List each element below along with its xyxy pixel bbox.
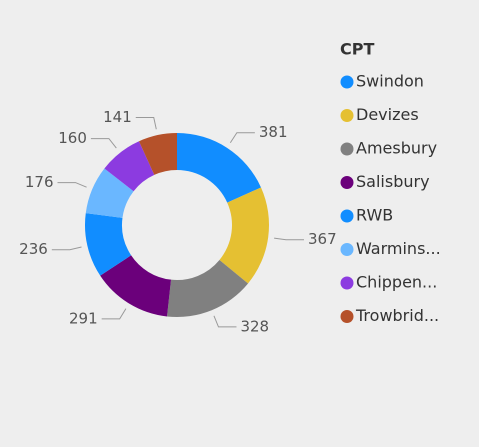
legend-swatch bbox=[340, 243, 354, 256]
leader-line bbox=[135, 116, 157, 130]
leader-line bbox=[57, 182, 87, 188]
data-label: 236 bbox=[19, 240, 48, 258]
legend-label: Swindon bbox=[356, 72, 424, 91]
donut-segment bbox=[100, 255, 172, 317]
donut-segment bbox=[138, 133, 177, 175]
leader-line bbox=[51, 246, 82, 251]
data-label: 160 bbox=[58, 129, 87, 147]
leader-line bbox=[229, 132, 255, 144]
legend-label: Chippen... bbox=[356, 273, 437, 292]
legend-swatch bbox=[340, 276, 354, 290]
legend-swatch bbox=[340, 310, 354, 323]
legend-swatch bbox=[340, 176, 354, 189]
leader-line bbox=[274, 237, 305, 241]
legend-swatch bbox=[340, 209, 354, 223]
data-label: 328 bbox=[240, 317, 269, 335]
leader-line bbox=[90, 138, 117, 149]
legend-swatch bbox=[340, 109, 354, 122]
donut-segment bbox=[85, 213, 132, 276]
leader-line bbox=[213, 315, 237, 328]
legend-swatch bbox=[340, 75, 354, 89]
legend-label: Warmins... bbox=[356, 239, 441, 258]
donut-segment bbox=[104, 141, 155, 192]
data-label: 367 bbox=[308, 230, 337, 248]
donut-segment bbox=[177, 133, 262, 203]
donut-segment bbox=[219, 187, 269, 284]
data-label: 291 bbox=[69, 309, 98, 327]
data-label: 176 bbox=[25, 173, 54, 191]
donut-segment bbox=[85, 168, 134, 218]
data-label: 141 bbox=[103, 108, 132, 126]
legend-swatch bbox=[340, 142, 354, 156]
legend-label: Amesbury bbox=[356, 139, 437, 158]
donut-segment bbox=[167, 259, 249, 317]
data-label: 381 bbox=[259, 123, 288, 141]
legend-label: Salisbury bbox=[356, 172, 430, 191]
legend-title: CPT bbox=[340, 40, 374, 59]
leader-line bbox=[101, 308, 127, 320]
legend-label: Devizes bbox=[356, 105, 419, 124]
legend-label: RWB bbox=[356, 206, 393, 225]
legend-label: Trowbrid... bbox=[355, 306, 439, 325]
